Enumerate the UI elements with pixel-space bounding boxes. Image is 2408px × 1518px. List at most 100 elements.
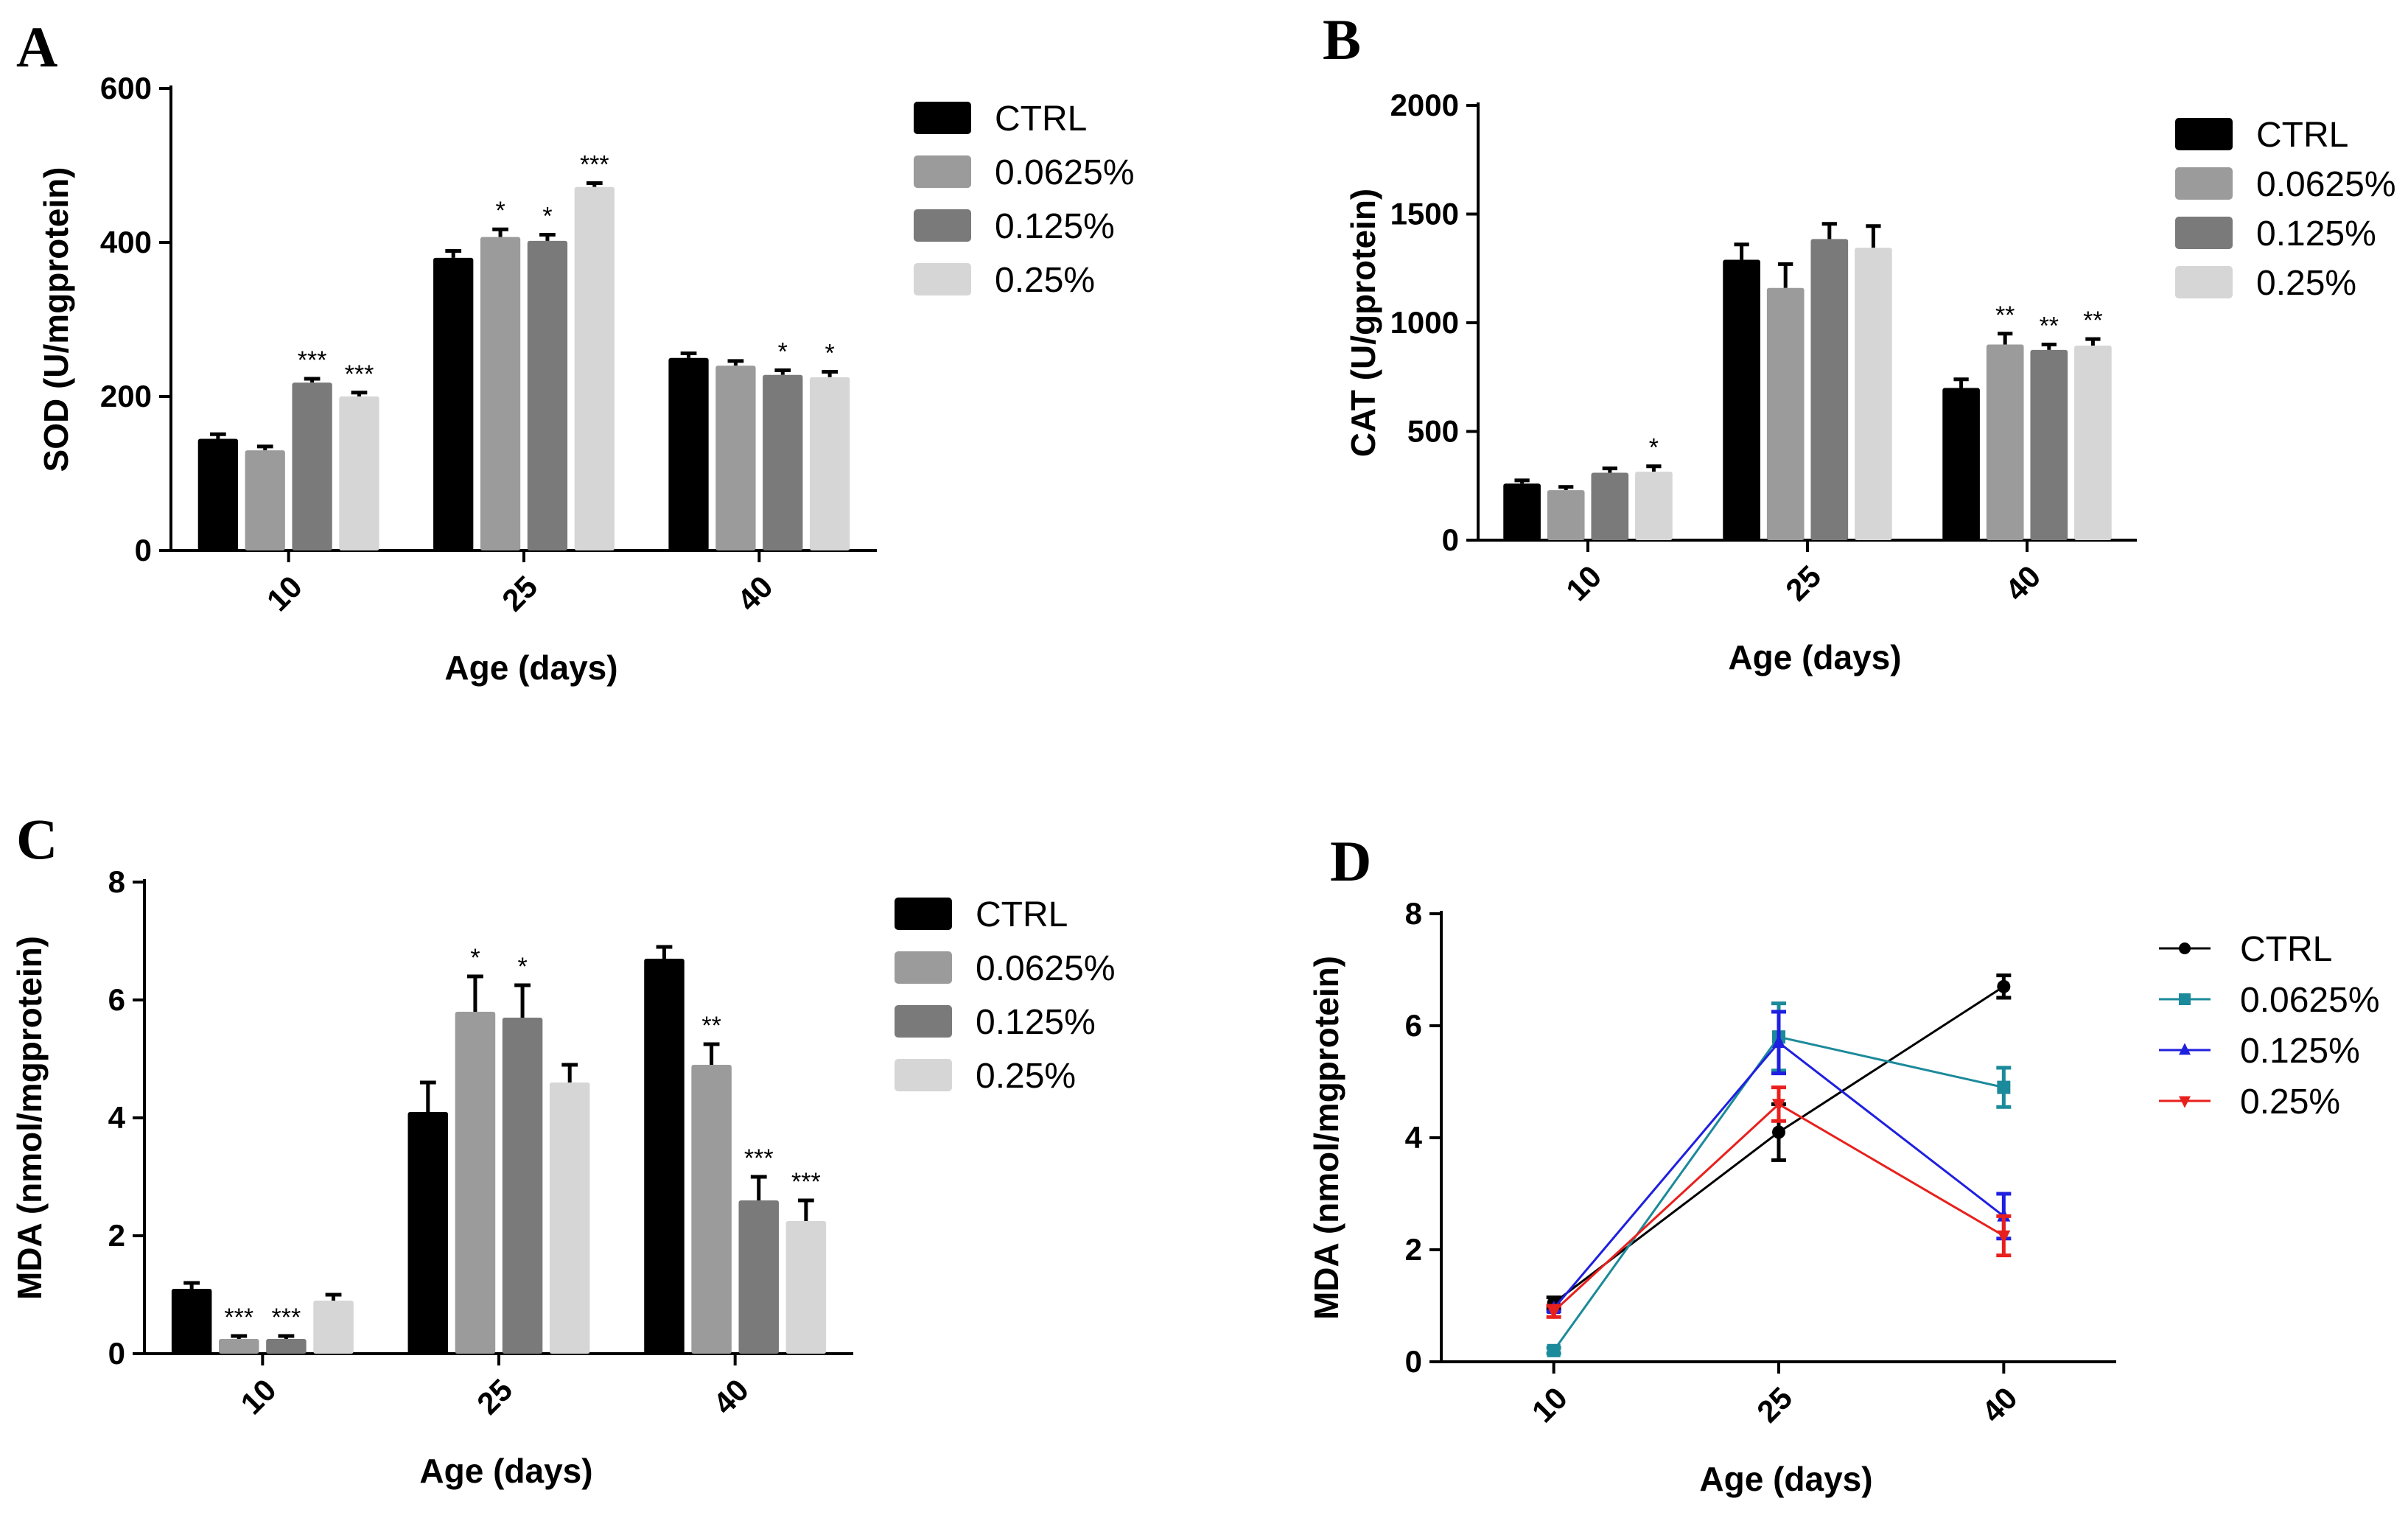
- y-tick-label: 1000: [1390, 305, 1459, 340]
- significance-label: *: [1649, 434, 1659, 462]
- x-tick-label: 10: [1559, 559, 1608, 607]
- legend-swatch: [2175, 217, 2233, 249]
- bar: [433, 257, 474, 550]
- significance-label: *: [517, 953, 527, 981]
- bar: [2030, 349, 2068, 540]
- data-point: [1997, 1080, 2011, 1094]
- bar: [1942, 388, 1980, 540]
- panel-letter: C: [16, 807, 57, 871]
- legend-label: 0.25%: [2240, 1082, 2340, 1122]
- bar: [763, 374, 803, 550]
- significance-label: *: [495, 197, 505, 225]
- legend-label: 0.0625%: [2240, 981, 2380, 1020]
- series-line: [1553, 1040, 2005, 1309]
- bar: [339, 396, 379, 550]
- bar: [527, 240, 568, 550]
- significance-label: ***: [345, 360, 374, 388]
- y-tick-label: 8: [1405, 896, 1422, 931]
- x-tick-label: 25: [495, 569, 544, 618]
- bar: [691, 1065, 732, 1354]
- bar: [219, 1339, 259, 1354]
- significance-label: ***: [272, 1304, 301, 1332]
- legend-swatch: [914, 102, 971, 134]
- x-tick-label: 10: [1525, 1380, 1574, 1429]
- legend-marker: [2179, 993, 2191, 1005]
- legend-swatch: [2175, 118, 2233, 150]
- y-tick-label: 6: [108, 982, 125, 1017]
- legend-swatch: [914, 263, 971, 295]
- significance-label: **: [701, 1012, 721, 1040]
- bar: [480, 237, 521, 550]
- significance-label: *: [825, 340, 835, 368]
- y-tick-label: 8: [108, 864, 125, 899]
- bar: [2074, 345, 2112, 540]
- data-point: [1772, 1035, 1785, 1048]
- panel-a: A 0 200 400 600 10 25 40 Age (days) SOD (U/mgprot…: [16, 15, 1135, 687]
- bar: [668, 357, 709, 550]
- x-tick-label: 25: [1779, 559, 1827, 607]
- legend-label: 0.25%: [2256, 264, 2356, 303]
- panel-letter: D: [1330, 829, 1371, 893]
- x-tick-label: 40: [1975, 1380, 2023, 1429]
- data-point: [1997, 979, 2011, 993]
- legend-marker: [2179, 1043, 2191, 1055]
- bar: [1503, 483, 1541, 540]
- legend-label: CTRL: [995, 99, 1087, 139]
- bar: [1986, 344, 2024, 540]
- legend-label: 0.125%: [976, 1003, 1096, 1042]
- legend-swatch: [895, 898, 952, 930]
- y-tick-label: 6: [1405, 1008, 1422, 1043]
- bar: [407, 1112, 449, 1354]
- bar: [292, 382, 332, 550]
- bar: [1855, 248, 1892, 540]
- panel-letter: A: [16, 15, 57, 79]
- bar: [1766, 287, 1805, 540]
- legend-marker: [2179, 942, 2191, 954]
- significance-label: ***: [580, 151, 609, 179]
- bar: [549, 1082, 590, 1354]
- x-axis-title: Age (days): [1699, 1460, 1872, 1498]
- legend-label: 0.25%: [995, 261, 1095, 300]
- significance-label: ***: [224, 1304, 253, 1332]
- panel-letter: B: [1323, 7, 1361, 71]
- y-tick-label: 1500: [1390, 197, 1459, 231]
- bar: [785, 1221, 827, 1354]
- y-axis-title: MDA (nmol/mgprotein): [10, 936, 49, 1300]
- data-point: [1547, 1306, 1561, 1320]
- bar: [738, 1200, 779, 1354]
- data-point: [1772, 1125, 1785, 1139]
- significance-label: **: [2083, 307, 2102, 335]
- bar: [245, 450, 285, 550]
- panel-b: B 0 500 1000 1500 2000 10 25 40 Age (days) CAT (U/…: [1323, 7, 2396, 676]
- y-tick-label: 0: [1405, 1344, 1422, 1379]
- significance-label: *: [542, 203, 552, 231]
- x-tick-label: 40: [1998, 559, 2047, 607]
- y-tick-label: 200: [100, 379, 152, 413]
- bar: [171, 1289, 212, 1354]
- significance-label: ***: [791, 1168, 821, 1196]
- legend-swatch: [895, 951, 952, 984]
- x-tick-label: 25: [1750, 1380, 1799, 1429]
- data-point: [1997, 1230, 2011, 1244]
- legend-label: 0.25%: [976, 1057, 1076, 1096]
- legend-label: 0.0625%: [2256, 165, 2396, 204]
- y-tick-label: 600: [100, 71, 152, 105]
- y-axis-title: MDA (nmol/mgprotein): [1307, 956, 1345, 1320]
- bar: [1635, 472, 1673, 540]
- bar: [809, 377, 850, 550]
- legend-swatch: [914, 155, 971, 188]
- x-axis-title: Age (days): [444, 648, 617, 687]
- y-tick-label: 2: [1405, 1232, 1422, 1267]
- bar: [644, 959, 685, 1354]
- legend-swatch: [895, 1005, 952, 1038]
- legend-label: 0.125%: [2240, 1032, 2360, 1071]
- y-tick-label: 0: [135, 533, 152, 567]
- legend-label: CTRL: [2240, 930, 2332, 969]
- y-tick-label: 400: [100, 225, 152, 259]
- bar: [574, 186, 615, 550]
- panel-d: D 0 2 4 6 8 10 25 40 Age (days) MDA (nmol/mgprotei…: [1307, 829, 2380, 1498]
- data-point: [1547, 1343, 1561, 1357]
- significance-label: **: [2040, 312, 2059, 340]
- bar: [313, 1301, 354, 1354]
